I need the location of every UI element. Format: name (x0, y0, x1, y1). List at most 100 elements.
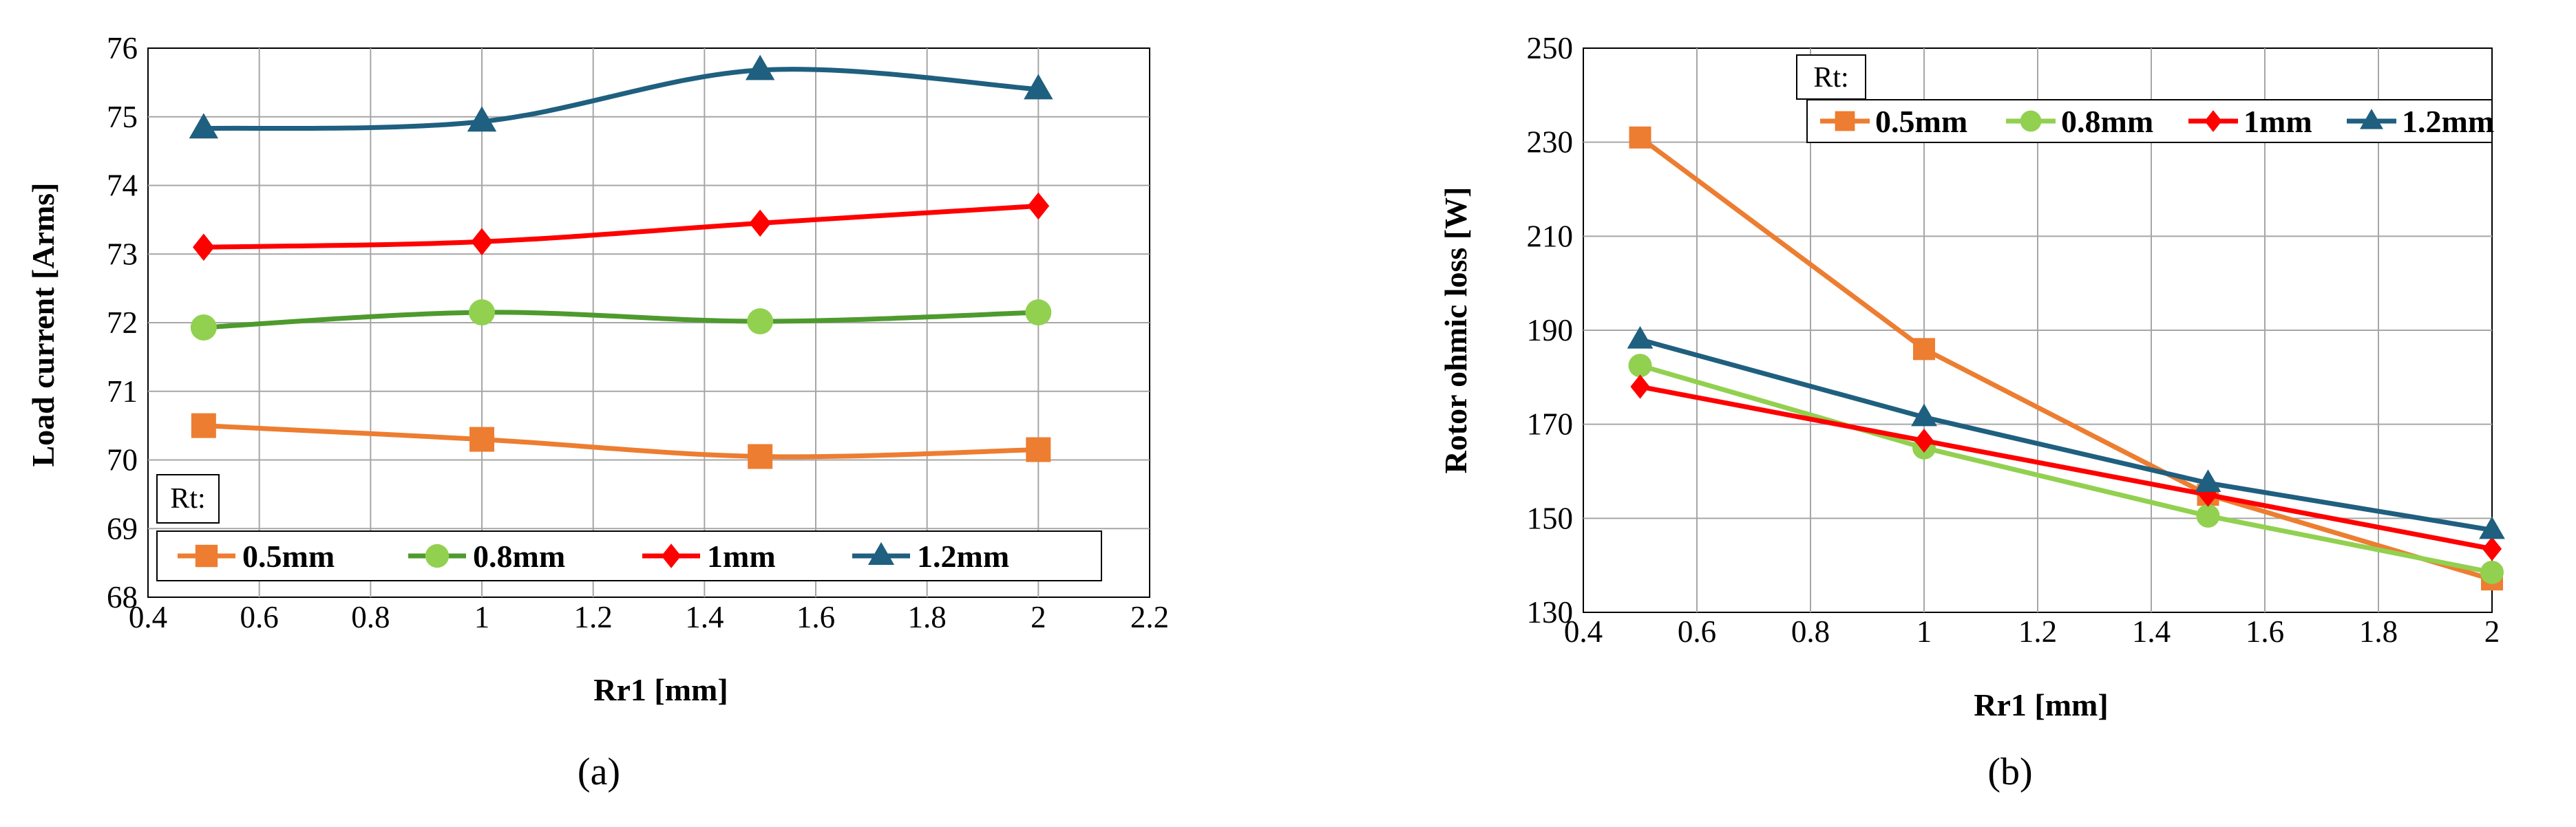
chart-a-legend-title-box (156, 474, 220, 524)
chart-b-x-tick-label: 1.8 (2359, 614, 2398, 649)
chart-a-y-ticks: 68 69 70 71 72 73 74 75 76 (107, 31, 138, 614)
chart-a-legend-label: 1mm (707, 539, 776, 574)
chart-a-legend-entry: 1.2mm (852, 539, 1009, 574)
chart-a-data-point (1025, 299, 1052, 326)
chart-a-data-point (745, 54, 775, 80)
chart-b-legend-label: 1mm (2244, 104, 2312, 139)
chart-a-x-tick-label: 1.4 (685, 600, 724, 634)
chart-a-legend-marker (867, 541, 895, 566)
chart-a-data-point (747, 308, 774, 335)
chart-a-series (189, 54, 1053, 469)
chart-a-y-tick-label: 73 (107, 237, 138, 271)
chart-b-data-point (2480, 560, 2504, 584)
chart-b-data-point (2198, 482, 2218, 507)
chart-a-legend-entry: 0.8mm (408, 539, 565, 574)
chart-a-caption: (a) (578, 751, 620, 793)
chart-b-series-1.2mm (1627, 325, 2505, 539)
chart-b-legend-entry: 1mm (2188, 104, 2312, 139)
chart-a-y-tick-label: 70 (107, 443, 138, 477)
chart-b-y-tick-label: 130 (1527, 595, 1574, 630)
chart-a-y-tick-label: 76 (107, 31, 138, 65)
chart-a-legend-marker (661, 544, 682, 568)
chart-a-series-line (203, 310, 1039, 330)
chart-b-data-point (1913, 338, 1935, 361)
chart-b-series-line (1639, 363, 2493, 575)
chart-a-data-point (1027, 192, 1050, 220)
chart-a-y-tick-label: 68 (107, 580, 138, 614)
chart-b-x-tick-label: 1.6 (2246, 614, 2284, 649)
chart-a-series-line (203, 67, 1039, 131)
chart-a-legend-entry: 0.5mm (178, 539, 335, 574)
chart-b-y-tick-label: 150 (1527, 501, 1574, 535)
chart-a-data-point (191, 413, 216, 438)
chart-a-legend-label: 0.8mm (473, 539, 565, 574)
chart-b-data-point (1911, 403, 1937, 427)
chart-b-y-axis-label: Rotor ohmic loss [W] (1438, 187, 1473, 474)
chart-b-legend-label: 0.8mm (2061, 104, 2153, 139)
chart-a-data-point (190, 314, 217, 341)
chart-a-legend-marker (195, 544, 218, 568)
chart-b-x-tick-label: 0.4 (1564, 614, 1603, 649)
chart-b-y-tick-label: 250 (1527, 31, 1574, 65)
chart-a-x-tick-label: 1.8 (908, 600, 947, 634)
chart-a-y-tick-label: 72 (107, 305, 138, 340)
chart-a-legend-title: Rt: (170, 483, 205, 515)
chart-a-legend (156, 530, 1102, 581)
chart-a-x-axis-label: Rr1 [mm] (593, 672, 728, 707)
chart-a-x-tick-label: 2.2 (1130, 600, 1169, 634)
chart-b-y-tick-label: 210 (1527, 219, 1574, 253)
chart-b-data-point (2196, 504, 2220, 528)
chart-a: 68 69 70 71 72 73 74 75 76 0.4 0.6 0.8 1 1.2 1.4 1.6 1.… (25, 31, 1169, 793)
chart-b-legend-label: 1.2mm (2402, 104, 2494, 139)
chart-a-x-tick-label: 0.4 (129, 600, 167, 634)
chart-b-data-point (1914, 428, 1934, 453)
chart-b: 130 150 170 190 210 230 250 0.4 0.6 0.8 1 1.2 1.4 1.… (1438, 31, 2505, 793)
chart-a-data-point (1024, 74, 1053, 100)
chart-a-data-point (748, 444, 773, 469)
chart-b-legend-marker (2020, 110, 2042, 132)
chart-b-data-point (1628, 354, 1652, 378)
chart-b-legend-entry: 1.2mm (2347, 104, 2494, 139)
chart-b-x-tick-label: 2 (2484, 614, 2500, 649)
chart-b-legend-marker (1835, 111, 1855, 131)
chart-b-x-tick-label: 1.2 (2018, 614, 2057, 649)
chart-a-series-0.5mm (191, 413, 1051, 469)
chart-a-data-point (189, 113, 219, 139)
chart-b-series (1627, 126, 2505, 591)
chart-a-y-tick-label: 69 (107, 511, 138, 546)
chart-b-legend-entry: 0.8mm (2006, 104, 2153, 139)
chart-a-legend-entries: 0.5mm 0.8mm 1mm 1.2mm (178, 539, 1009, 574)
chart-b-legend-marker (2204, 110, 2222, 132)
chart-b-y-tick-label: 170 (1527, 407, 1574, 442)
chart-a-data-point (471, 228, 493, 256)
chart-a-y-axis-label: Load current [Arms] (25, 182, 61, 466)
chart-b-data-point (2482, 537, 2502, 561)
chart-a-y-tick-label: 71 (107, 374, 138, 409)
chart-a-legend-label: 0.5mm (242, 539, 335, 574)
chart-b-data-point (1629, 126, 1651, 149)
chart-b-series-line (1638, 136, 2493, 582)
chart-a-y-tick-label: 75 (107, 100, 138, 134)
chart-a-x-tick-label: 0.8 (351, 600, 390, 634)
chart-b-data-point (1630, 374, 1650, 399)
chart-a-series-line (203, 203, 1039, 250)
chart-b-data-point (2479, 516, 2505, 539)
chart-a-y-tick-label: 74 (107, 169, 138, 203)
chart-b-legend-entries: 0.5mm 0.8mm 1mm 1.2mm (1820, 104, 2494, 139)
chart-a-x-tick-label: 0.6 (240, 600, 279, 634)
chart-b-x-axis-label: Rr1 [mm] (1974, 687, 2108, 722)
chart-b-data-point (2195, 469, 2221, 492)
chart-b-y-tick-label: 190 (1527, 313, 1574, 347)
chart-a-data-point (1026, 437, 1051, 462)
chart-b-series-1mm (1630, 374, 2502, 561)
chart-b-legend-title: Rt: (1813, 62, 1848, 94)
chart-a-data-point (469, 299, 495, 326)
chart-a-series-1mm (192, 192, 1050, 261)
chart-a-legend-marker (425, 544, 450, 568)
chart-b-x-tick-label: 1 (1917, 614, 1932, 649)
chart-b-legend-entry: 0.5mm (1820, 104, 1967, 139)
chart-a-data-point (192, 233, 215, 261)
chart-b-x-tick-label: 0.6 (1678, 614, 1716, 649)
chart-a-x-tick-label: 1.2 (574, 600, 613, 634)
